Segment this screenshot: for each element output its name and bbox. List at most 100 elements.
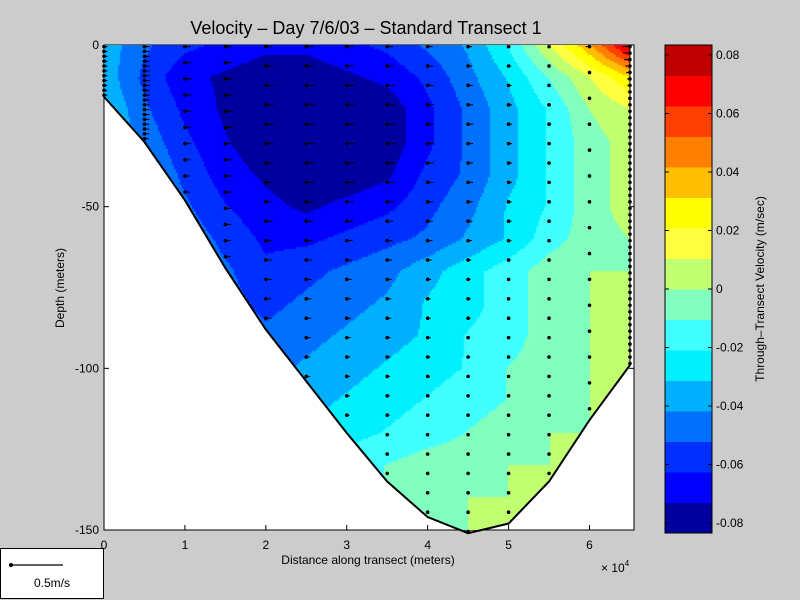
- colorbar-band: [665, 380, 712, 412]
- measurement-point: [425, 374, 430, 379]
- measurement-point: [628, 148, 632, 152]
- y-tick-label: -50: [82, 200, 100, 214]
- measurement-point: [466, 258, 470, 262]
- measurement-point: [506, 394, 511, 398]
- measurement-point: [425, 394, 430, 398]
- measurement-point: [628, 309, 632, 314]
- measurement-point: [102, 78, 106, 83]
- measurement-point: [183, 141, 187, 146]
- measurement-point: [425, 510, 430, 515]
- measurement-point: [628, 245, 632, 249]
- measurement-point: [466, 200, 470, 204]
- measurement-point: [223, 254, 228, 259]
- measurement-point: [506, 297, 511, 301]
- scale-label: 0.5m/s: [33, 576, 70, 590]
- measurement-point: [587, 355, 592, 359]
- y-tick-label: -150: [75, 523, 99, 537]
- measurement-point: [587, 225, 592, 230]
- measurement-point: [466, 161, 470, 165]
- vector-scale-legend: 0.5m/s: [0, 548, 104, 599]
- measurement-point: [506, 83, 511, 88]
- measurement-point: [628, 96, 632, 101]
- colorbar-tick-label: -0.02: [716, 341, 744, 355]
- measurement-point: [547, 452, 551, 456]
- measurement-point: [506, 258, 511, 262]
- measurement-point: [142, 88, 147, 93]
- measurement-point: [628, 342, 632, 346]
- measurement-point: [628, 277, 632, 282]
- measurement-point: [628, 44, 632, 49]
- colorbar-tick-label: 0.08: [716, 48, 740, 62]
- measurement-point: [466, 374, 470, 379]
- measurement-point: [425, 413, 430, 418]
- measurement-point: [628, 232, 632, 236]
- measurement-point: [425, 200, 430, 204]
- measurement-point: [506, 122, 511, 127]
- measurement-point: [425, 103, 430, 107]
- measurement-point: [264, 161, 268, 165]
- measurement-point: [628, 238, 632, 243]
- measurement-point: [547, 355, 551, 359]
- measurement-point: [547, 413, 551, 418]
- x-multiplier: × 104: [601, 559, 630, 575]
- measurement-point: [223, 141, 228, 146]
- measurement-point: [587, 200, 592, 204]
- measurement-point: [466, 355, 470, 359]
- measurement-point: [344, 64, 349, 68]
- measurement-point: [587, 70, 592, 75]
- measurement-point: [628, 251, 632, 256]
- vector-station: [344, 44, 356, 418]
- measurement-point: [142, 54, 147, 59]
- measurement-point: [547, 180, 551, 185]
- measurement-point: [425, 141, 430, 146]
- measurement-point: [344, 258, 349, 262]
- measurement-point: [183, 44, 187, 49]
- measurement-point: [547, 122, 551, 127]
- measurement-point: [304, 64, 309, 68]
- measurement-point: [102, 54, 106, 59]
- measurement-point: [304, 180, 309, 185]
- colorbar-tick-label: 0: [716, 282, 723, 296]
- measurement-point: [264, 44, 268, 49]
- measurement-point: [506, 452, 511, 456]
- x-tick-label: 3: [343, 538, 350, 552]
- measurement-point: [628, 212, 632, 217]
- measurement-point: [466, 83, 470, 88]
- measurement-point: [506, 277, 511, 282]
- measurement-point: [142, 103, 147, 107]
- measurement-point: [304, 200, 309, 204]
- colorbar-tick-label: -0.06: [716, 458, 744, 472]
- measurement-point: [628, 128, 632, 133]
- measurement-point: [102, 69, 106, 73]
- measurement-point: [142, 69, 147, 73]
- measurement-point: [142, 64, 147, 68]
- measurement-point: [385, 394, 390, 398]
- measurement-point: [587, 122, 592, 127]
- measurement-point: [506, 64, 511, 68]
- measurement-point: [344, 316, 349, 321]
- measurement-point: [547, 64, 551, 68]
- measurement-point: [587, 251, 592, 256]
- measurement-point: [425, 432, 430, 437]
- measurement-point: [425, 355, 430, 359]
- measurement-point: [102, 59, 106, 63]
- measurement-point: [102, 44, 106, 49]
- measurement-point: [223, 44, 228, 49]
- measurement-point: [547, 277, 551, 282]
- measurement-point: [628, 180, 632, 185]
- measurement-point: [466, 510, 470, 515]
- measurement-point: [425, 83, 430, 88]
- measurement-point: [304, 335, 309, 340]
- measurement-point: [547, 335, 551, 340]
- measurement-point: [425, 452, 430, 456]
- measurement-point: [385, 355, 390, 359]
- measurement-point: [547, 432, 551, 437]
- measurement-point: [304, 44, 309, 49]
- measurement-point: [506, 200, 511, 204]
- measurement-point: [304, 141, 309, 146]
- measurement-point: [142, 132, 147, 136]
- measurement-point: [385, 64, 390, 68]
- measurement-point: [344, 141, 349, 146]
- measurement-point: [587, 329, 592, 333]
- measurement-point: [385, 335, 390, 340]
